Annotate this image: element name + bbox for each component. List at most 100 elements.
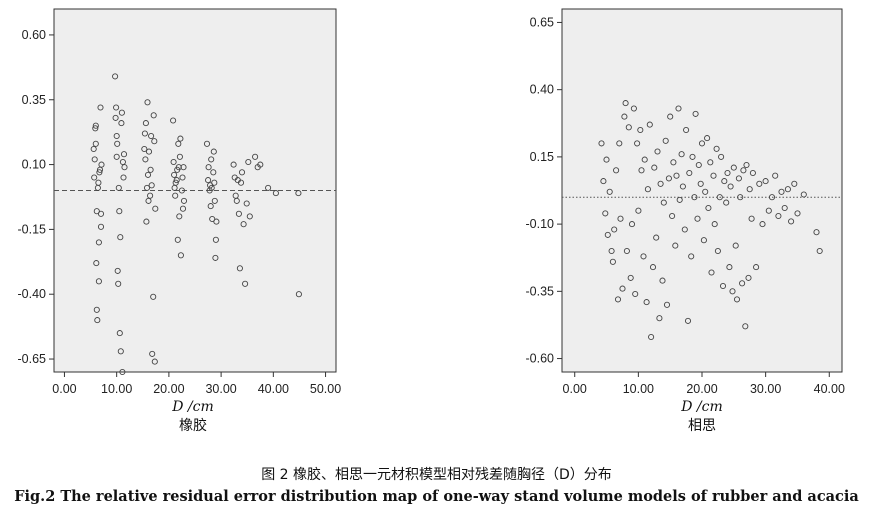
y-tick-label: -0.10 — [526, 217, 555, 231]
data-point — [207, 203, 214, 210]
data-point — [235, 210, 242, 217]
data-point — [237, 179, 245, 186]
data-point — [205, 177, 212, 184]
data-point — [112, 73, 119, 80]
data-point — [178, 187, 185, 194]
y-tick-label: -0.35 — [526, 284, 555, 298]
data-point — [663, 301, 671, 308]
data-point — [119, 158, 126, 166]
x-axis-label: D /cm — [680, 399, 723, 415]
data-point — [646, 121, 653, 128]
data-point — [142, 156, 149, 163]
data-point — [295, 190, 302, 197]
panel-subtitle: 橡胶 — [179, 417, 207, 434]
data-point — [240, 221, 247, 228]
data-point — [791, 180, 798, 187]
data-point — [702, 188, 709, 195]
data-point — [151, 138, 158, 145]
y-tick-label: 0.35 — [22, 93, 46, 107]
data-point — [643, 299, 650, 306]
data-point — [759, 221, 766, 228]
data-point — [608, 247, 615, 255]
data-point — [781, 204, 788, 212]
data-point — [768, 194, 776, 201]
data-point — [737, 194, 744, 201]
y-tick-label: 0.40 — [530, 83, 554, 97]
data-point — [208, 156, 215, 163]
data-point — [621, 113, 628, 120]
data-point — [91, 174, 98, 181]
rubber-scatter-panel: 0.60 0.35 0.10 -0.15 -0.40 -0.65 0.00 10.00 20.0… — [18, 8, 341, 434]
data-point — [749, 169, 756, 177]
data-point — [672, 242, 679, 249]
x-tick-label: 20.00 — [686, 382, 717, 396]
data-point — [115, 280, 122, 287]
data-point — [649, 264, 657, 271]
data-point — [816, 247, 823, 255]
data-point — [794, 210, 801, 217]
data-point — [116, 330, 123, 337]
data-point — [145, 148, 153, 155]
data-point — [95, 239, 102, 246]
data-point — [628, 221, 636, 228]
data-point — [147, 192, 154, 199]
data-point — [622, 100, 629, 107]
data-point — [723, 199, 730, 206]
data-point — [745, 274, 752, 281]
data-point — [97, 210, 105, 217]
data-point — [209, 215, 216, 223]
data-point — [238, 169, 246, 176]
data-point — [121, 164, 128, 171]
data-point — [710, 172, 717, 179]
x-tick-label: 0.00 — [52, 382, 76, 396]
data-point — [662, 137, 669, 144]
data-point — [117, 234, 124, 241]
data-point — [119, 368, 126, 376]
data-point — [714, 247, 721, 255]
data-point — [732, 242, 739, 249]
data-point — [208, 184, 215, 191]
y-tick-label: 0.15 — [530, 150, 554, 164]
data-point — [676, 196, 683, 203]
data-point — [210, 148, 217, 155]
data-point — [762, 178, 769, 185]
data-point — [813, 229, 820, 236]
data-point — [640, 253, 647, 260]
data-point — [94, 317, 101, 324]
data-point — [600, 178, 607, 185]
data-point — [177, 135, 184, 142]
data-point — [148, 182, 155, 189]
data-point — [735, 175, 742, 182]
data-point — [681, 226, 688, 233]
data-point — [114, 267, 121, 274]
data-point — [707, 159, 714, 166]
data-point — [657, 180, 664, 187]
x-tick-label: 40.00 — [258, 382, 289, 396]
data-point — [625, 124, 632, 131]
data-point — [686, 169, 693, 177]
y-tick-label: 0.65 — [530, 15, 554, 29]
data-point — [144, 171, 152, 178]
data-point — [692, 110, 699, 117]
x-tick-label: 40.00 — [814, 382, 845, 396]
data-point — [634, 140, 641, 147]
data-point — [648, 333, 655, 341]
y-tick-label: -0.15 — [18, 222, 47, 236]
x-tick-label: 10.00 — [623, 382, 654, 396]
data-point — [246, 213, 253, 220]
data-point — [778, 188, 785, 195]
data-point — [697, 180, 704, 187]
data-point — [113, 132, 120, 140]
data-point — [149, 350, 156, 357]
y-tick-label: -0.65 — [18, 352, 47, 366]
data-point — [113, 153, 120, 160]
data-point — [212, 254, 219, 261]
data-point — [90, 145, 97, 153]
data-point — [95, 278, 102, 285]
data-point — [669, 212, 676, 220]
data-point — [252, 153, 259, 160]
data-point — [147, 166, 154, 173]
data-point — [800, 191, 807, 198]
data-point — [718, 153, 725, 160]
data-point — [145, 197, 152, 204]
